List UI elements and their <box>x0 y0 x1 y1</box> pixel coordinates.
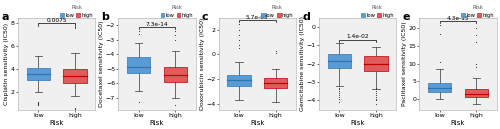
Text: 5.7e-05: 5.7e-05 <box>246 15 268 20</box>
Bar <box>64 69 87 83</box>
Bar <box>464 89 488 97</box>
Legend: low, high: low, high <box>160 5 194 18</box>
Text: b: b <box>102 12 110 22</box>
Bar <box>164 67 187 82</box>
Text: c: c <box>202 12 208 22</box>
Y-axis label: Doxorubicin sensitivity (IC50): Doxorubicin sensitivity (IC50) <box>200 18 204 110</box>
Y-axis label: Gemcitabine sensitivity (IC50): Gemcitabine sensitivity (IC50) <box>300 16 305 111</box>
Legend: low, high: low, high <box>60 5 94 18</box>
X-axis label: Risk: Risk <box>150 120 164 126</box>
Bar <box>127 57 150 73</box>
Y-axis label: Docetaxel sensitivity (IC50): Docetaxel sensitivity (IC50) <box>100 20 104 107</box>
Text: 4.3e-15: 4.3e-15 <box>446 16 469 21</box>
Text: a: a <box>1 12 8 22</box>
X-axis label: Risk: Risk <box>350 120 365 126</box>
Text: 1.4e-02: 1.4e-02 <box>346 34 369 39</box>
Bar <box>26 68 50 80</box>
Text: 7.3e-14: 7.3e-14 <box>146 22 169 27</box>
Legend: low, high: low, high <box>360 5 394 18</box>
Bar <box>228 75 250 86</box>
Bar <box>428 83 452 92</box>
Y-axis label: Cisplatin sensitivity (IC50): Cisplatin sensitivity (IC50) <box>4 23 10 105</box>
Text: 0.0075: 0.0075 <box>46 18 67 23</box>
X-axis label: Risk: Risk <box>50 120 64 126</box>
Bar <box>364 56 388 71</box>
Legend: low, high: low, high <box>260 5 294 18</box>
X-axis label: Risk: Risk <box>451 120 466 126</box>
Bar <box>264 78 287 88</box>
Bar <box>328 54 351 68</box>
Y-axis label: Paclitaxel sensitivity (IC50): Paclitaxel sensitivity (IC50) <box>402 21 406 106</box>
Text: e: e <box>402 12 410 22</box>
Legend: low, high: low, high <box>461 5 494 18</box>
Text: d: d <box>302 12 310 22</box>
X-axis label: Risk: Risk <box>250 120 264 126</box>
